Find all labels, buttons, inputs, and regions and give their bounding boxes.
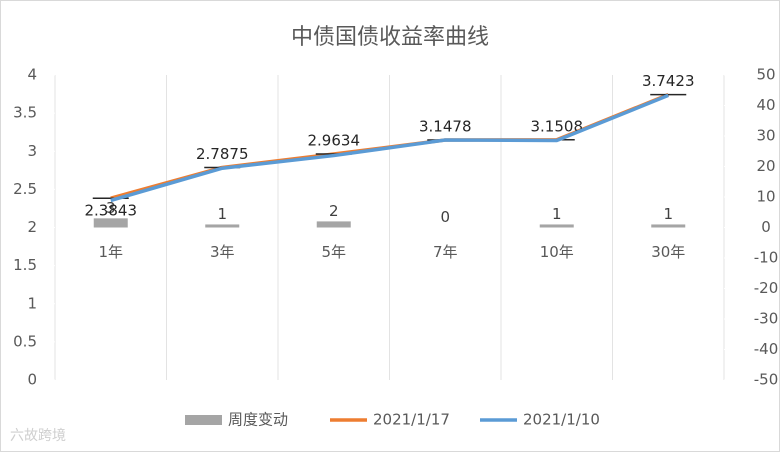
legend-label: 周度变动 — [228, 411, 288, 429]
y2-tick-label: 40 — [756, 96, 775, 114]
value-label: 2.3843 — [85, 202, 138, 220]
value-label: 2.7875 — [196, 145, 249, 163]
y-tick-label: 1 — [27, 294, 37, 312]
y-tick-label: 2 — [27, 218, 37, 236]
x-tick-label: 1年 — [98, 243, 123, 261]
y2-tick-label: 50 — [756, 66, 775, 84]
x-tick-label: 3年 — [210, 243, 235, 261]
y2-tick-label: -10 — [754, 249, 779, 267]
value-label: 3.7423 — [642, 72, 695, 90]
value-label: 3.1478 — [419, 117, 472, 135]
chart-title: 中债国债收益率曲线 — [291, 25, 489, 50]
y2-tick-label: -30 — [754, 310, 779, 328]
y2-tick-label: -40 — [754, 340, 779, 358]
bar-value-label: 2 — [329, 202, 339, 220]
bar-value-label: 0 — [440, 208, 450, 226]
y2-tick-label: -20 — [754, 279, 779, 297]
bar — [316, 221, 351, 228]
value-label: 3.1508 — [531, 117, 584, 135]
bar — [93, 218, 128, 228]
x-tick-label: 30年 — [651, 243, 685, 261]
x-tick-label: 10年 — [540, 243, 574, 261]
bar — [539, 224, 574, 228]
y-tick-label: 0 — [27, 371, 37, 389]
legend-label: 2021/1/10 — [523, 411, 600, 429]
legend-label: 2021/1/17 — [373, 411, 450, 429]
y2-tick-label: 0 — [761, 218, 771, 236]
y-tick-label: 0.5 — [13, 332, 37, 350]
bar-value-label: 3 — [106, 199, 116, 217]
y-tick-label: 4 — [27, 66, 37, 84]
bar-value-label: 1 — [552, 205, 562, 223]
y-tick-label: 2.5 — [13, 180, 37, 198]
y-tick-label: 1.5 — [13, 256, 37, 274]
legend-swatch — [185, 415, 222, 425]
x-tick-label: 5年 — [321, 243, 346, 261]
bar-value-label: 1 — [217, 205, 227, 223]
bar-value-label: 1 — [663, 205, 673, 223]
bar — [651, 224, 686, 228]
x-tick-label: 7年 — [433, 243, 458, 261]
y2-tick-label: 20 — [756, 157, 775, 175]
y2-tick-label: 30 — [756, 127, 775, 145]
y-tick-label: 3.5 — [13, 104, 37, 122]
line — [110, 93, 669, 203]
value-label: 2.9634 — [308, 132, 361, 150]
watermark: 六故跨境 — [10, 428, 66, 444]
bar — [205, 224, 240, 228]
y-tick-label: 3 — [27, 142, 37, 160]
y2-tick-label: 10 — [756, 188, 775, 206]
y2-tick-label: -50 — [754, 371, 779, 389]
